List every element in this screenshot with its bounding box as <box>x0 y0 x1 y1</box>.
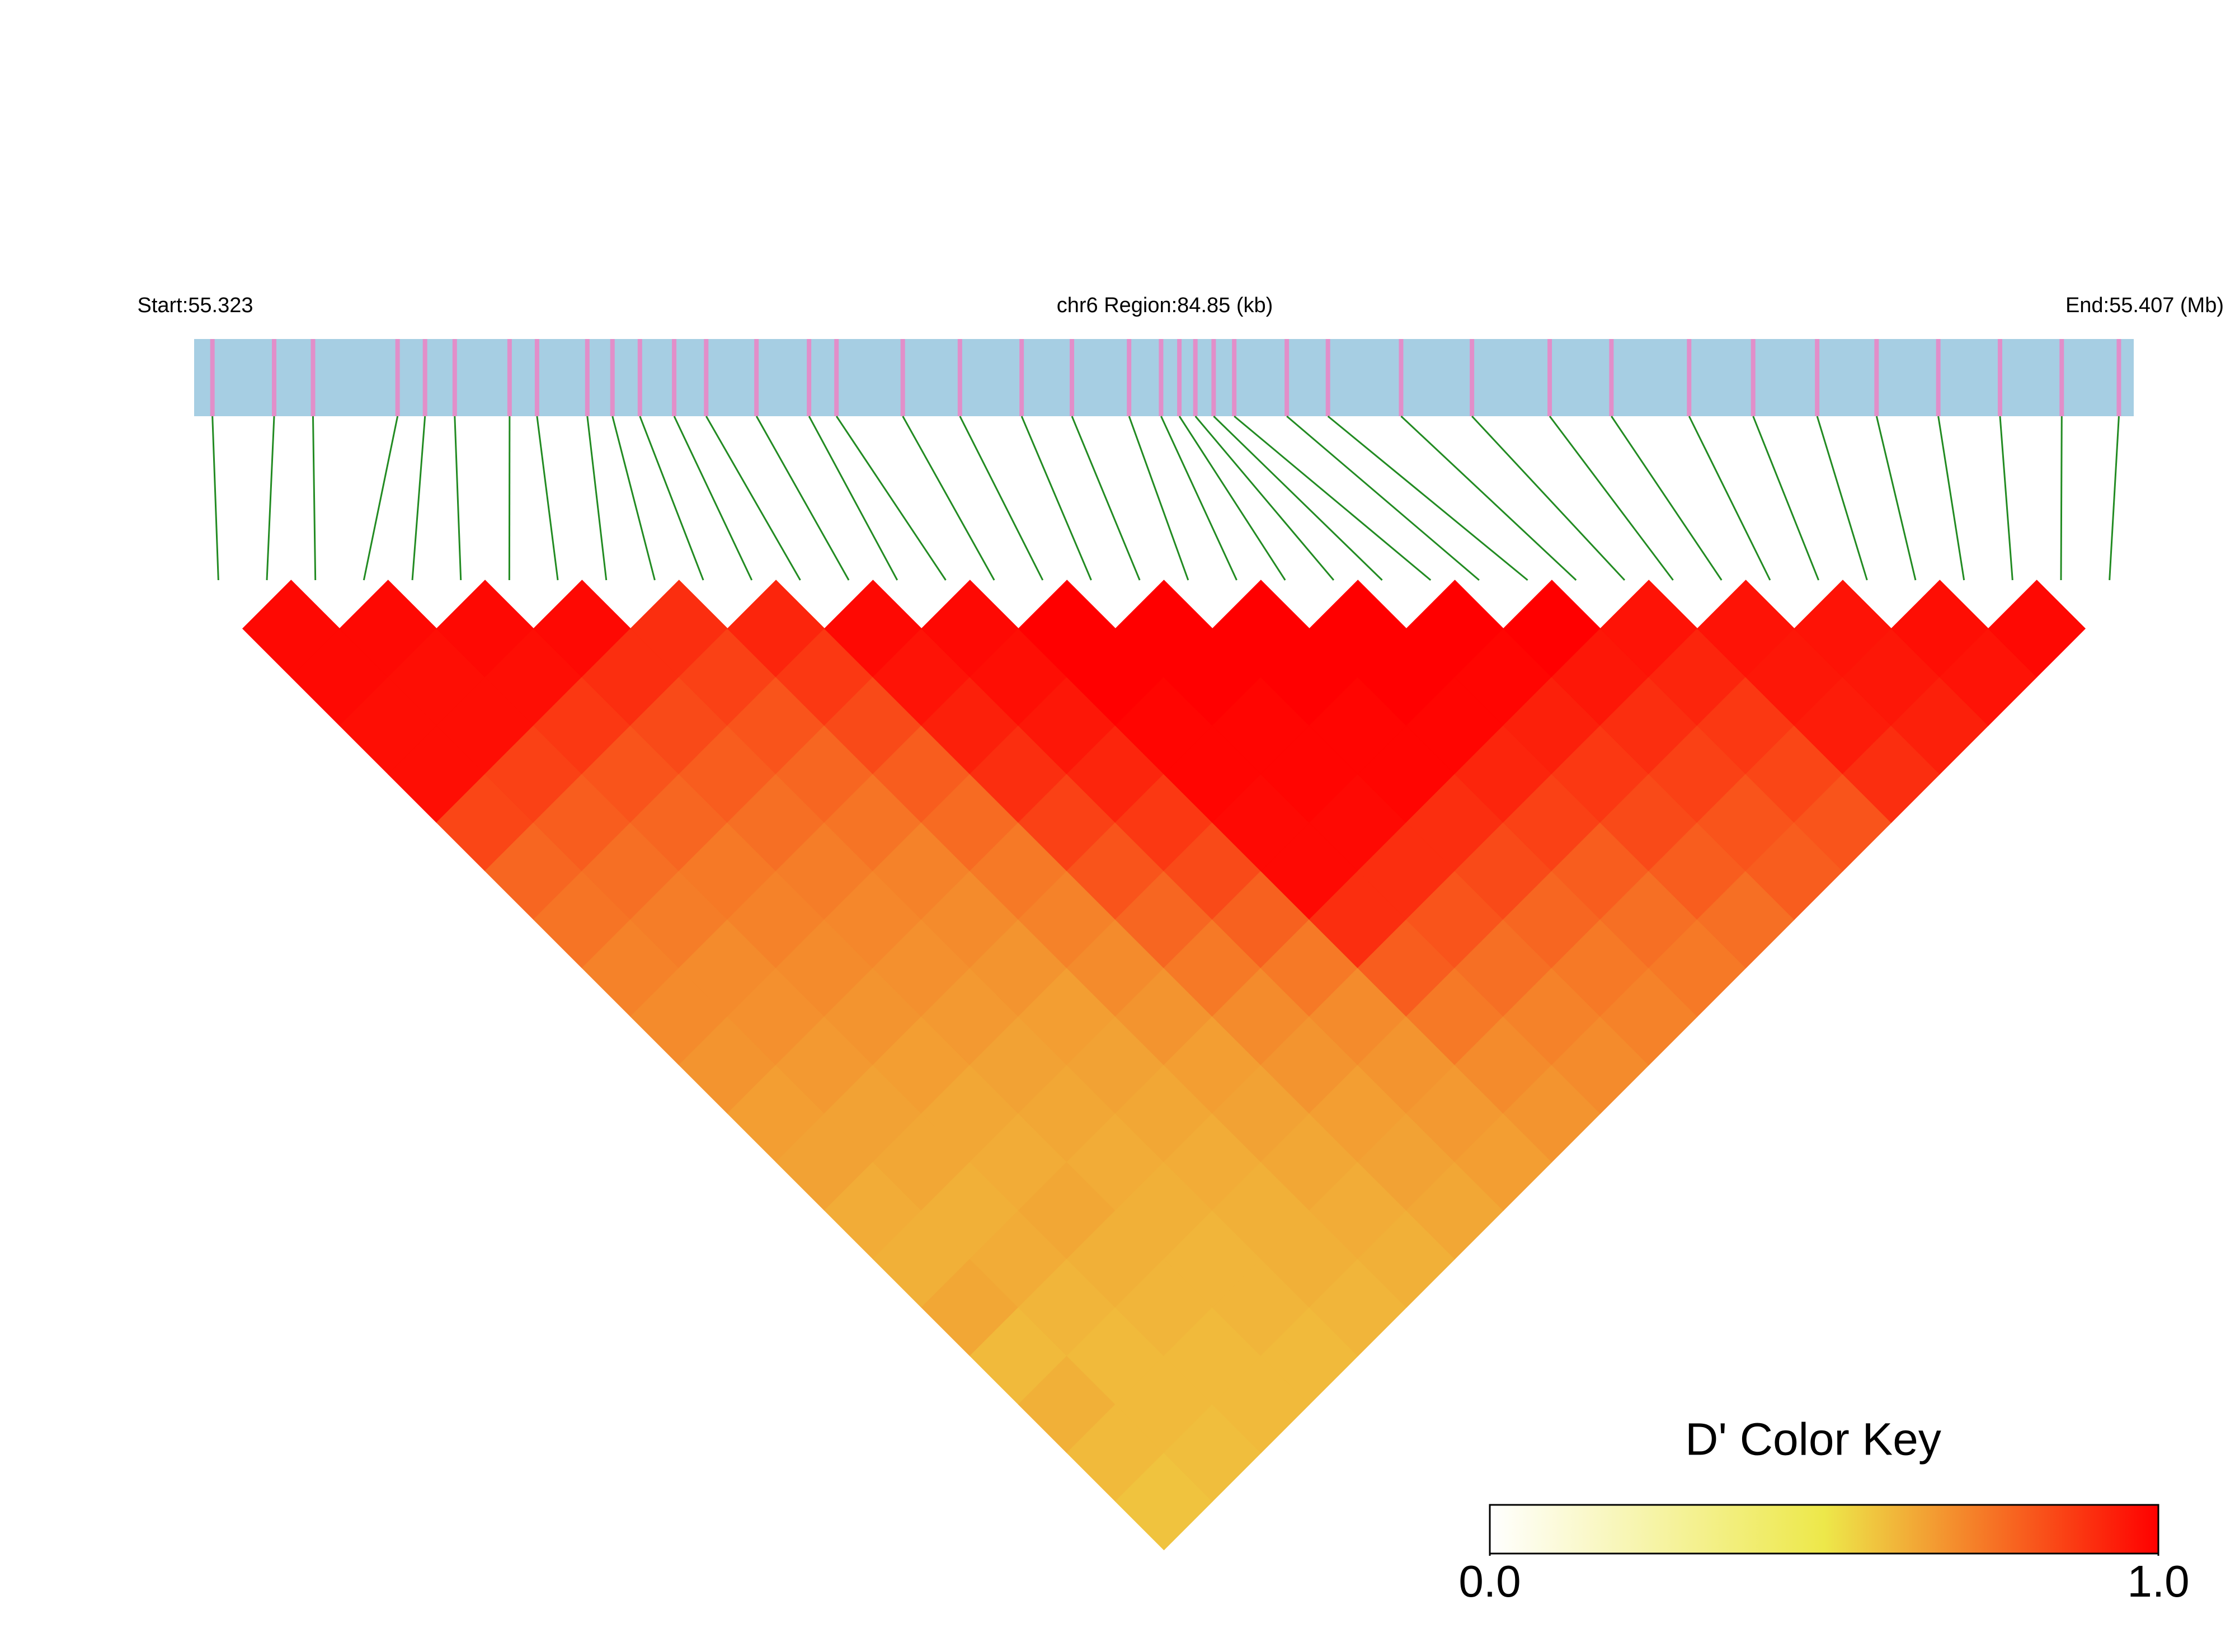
snp-connector <box>1128 416 1189 581</box>
snp-connector <box>959 416 1044 581</box>
snp-connector <box>673 416 753 581</box>
snp-connector <box>1400 415 1577 581</box>
snp-connector <box>611 416 656 581</box>
position-bar <box>194 339 2134 416</box>
color-key <box>1489 1504 2159 1555</box>
snp-connector <box>1937 416 1965 581</box>
snp-connector <box>1752 416 1820 581</box>
snp-connector <box>266 416 275 581</box>
snp-connector <box>1160 416 1238 581</box>
snp-connector <box>586 416 608 581</box>
key-tick-label: 0.0 <box>1458 1556 1521 1606</box>
snp-connector <box>1234 415 1432 581</box>
snp-connector <box>1611 416 1723 581</box>
snp-connector <box>1688 416 1771 581</box>
snp-connector <box>1194 416 1335 581</box>
snp-connector <box>705 416 801 581</box>
snp-connector <box>1549 416 1674 581</box>
snp-connector <box>211 416 219 581</box>
snp-connector <box>2109 416 2120 581</box>
snp-connector <box>411 416 426 581</box>
snp-connector <box>902 416 995 581</box>
snp-connector <box>2060 416 2063 581</box>
region-label: chr6 Region:84.85 (kb) <box>1057 294 1273 317</box>
snp-connector <box>639 416 704 581</box>
legend-title: D' Color Key <box>1685 1414 1941 1465</box>
snp-connector <box>454 416 462 581</box>
snp-connector <box>536 416 559 581</box>
key-tick-label: 1.0 <box>2127 1556 2189 1606</box>
snp-connector <box>1071 416 1141 581</box>
snp-connector <box>1178 416 1286 581</box>
snp-connector <box>1213 415 1383 581</box>
snp-connector <box>1875 416 1917 581</box>
snp-connector <box>755 416 850 581</box>
snp-connector <box>1999 416 2013 581</box>
snp-connector <box>1471 415 1626 581</box>
end-label: End:55.407 (Mb) <box>2065 294 2224 317</box>
start-label: Start:55.323 <box>137 294 253 317</box>
snp-connector <box>312 416 317 581</box>
ld-cell <box>1988 580 2086 678</box>
snp-connector <box>835 416 947 581</box>
snp-connector <box>1327 415 1528 581</box>
snp-connector <box>808 416 898 581</box>
snp-connector <box>1286 415 1480 581</box>
snp-connector <box>363 416 399 581</box>
snp-connector <box>1816 416 1868 581</box>
snp-connector <box>1020 416 1092 581</box>
